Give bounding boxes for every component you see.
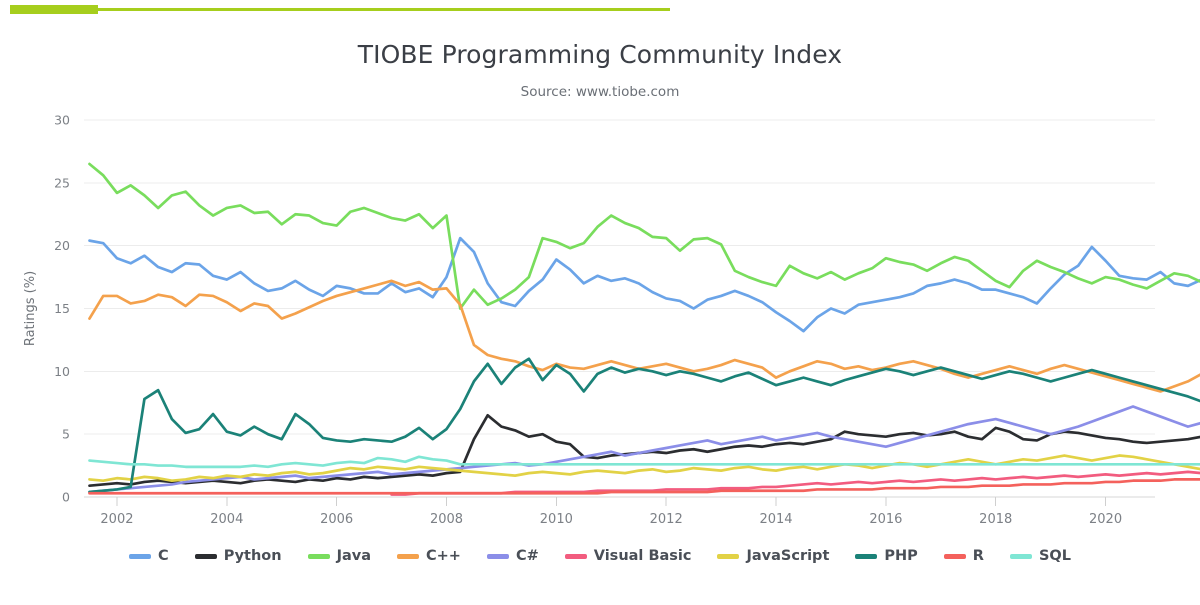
y-tick-labels-group: 0 5 10 15 20 25 30: [54, 113, 70, 505]
legend-item-label: SQL: [1038, 548, 1071, 564]
x-tick-label: 2008: [430, 512, 463, 527]
series-line-java: [88, 162, 1200, 310]
x-tick-labels-group: 2002 2004 2006 2008 2010 2012 2014 2016 2018 2020: [100, 512, 1122, 527]
x-tick-label: 2014: [759, 512, 792, 527]
series-line-r: [88, 478, 1200, 495]
x-tick-label: 2016: [869, 512, 902, 527]
legend-swatch-icon: [943, 553, 966, 559]
legend-item-label: Java: [336, 548, 371, 564]
y-axis-title: Ratings (%): [23, 271, 38, 346]
legend-item-c[interactable]: C: [129, 548, 169, 564]
x-tick-label: 2018: [979, 512, 1012, 527]
legend-item-sql[interactable]: SQL: [1009, 548, 1071, 564]
series-line-sql: [88, 455, 1200, 469]
legend-item-label: Visual Basic: [593, 548, 692, 564]
x-tick-label: 2004: [210, 512, 243, 527]
top-accent-rule: [0, 0, 1200, 22]
x-tick-label: 2002: [100, 512, 133, 527]
legend-swatch-icon: [564, 553, 587, 559]
y-tick-label: 25: [54, 175, 70, 190]
chart-source-subtitle: Source: www.tiobe.com: [520, 84, 680, 100]
legend-item-label: R: [972, 548, 984, 564]
y-axis-title-group: Ratings (%): [23, 271, 38, 346]
legend-item-c-[interactable]: C#: [486, 548, 539, 564]
x-tick-label: 2006: [320, 512, 353, 527]
legend-item-java[interactable]: Java: [307, 548, 371, 564]
y-tick-label: 20: [54, 238, 70, 253]
legend-item-label: JavaScript: [746, 548, 830, 564]
legend-swatch-icon: [397, 553, 419, 559]
series-line-visual-basic: [390, 470, 1200, 496]
legend-item-visual-basic[interactable]: Visual Basic: [564, 548, 692, 564]
accent-thick-line: [10, 5, 98, 14]
legend-item-r[interactable]: R: [943, 548, 984, 564]
accent-thin-line: [10, 8, 670, 11]
legend-swatch-icon: [486, 553, 509, 559]
chart-legend: C Python Java C++ C# Visual Basic JavaScript PH…: [0, 548, 1200, 564]
y-tick-label: 30: [54, 113, 70, 128]
legend-item-label: C: [158, 548, 169, 564]
legend-item-python[interactable]: Python: [194, 548, 282, 564]
series-line-c: [88, 236, 1200, 333]
series-line-php: [88, 357, 1200, 494]
series-lines-group: [88, 162, 1200, 496]
legend-swatch-icon: [1009, 553, 1032, 559]
series-line-c-: [88, 279, 1200, 393]
series-line-c-: [88, 405, 1200, 494]
y-tick-label: 0: [62, 490, 70, 505]
axes-group: [84, 496, 1155, 506]
series-line-python: [88, 413, 1200, 488]
page-title: TIOBE Programming Community Index: [357, 40, 843, 69]
x-tick-label: 2020: [1089, 512, 1122, 527]
series-line-javascript: [88, 454, 1200, 483]
legend-item-label: C#: [515, 548, 539, 564]
y-tick-label: 15: [54, 301, 70, 316]
legend-swatch-icon: [194, 553, 217, 559]
legend-item-label: Python: [223, 548, 282, 564]
legend-item-javascript[interactable]: JavaScript: [717, 548, 829, 564]
legend-item-label: C++: [426, 548, 461, 564]
legend-swatch-icon: [129, 553, 152, 559]
legend-swatch-icon: [855, 553, 878, 559]
legend-swatch-icon: [717, 553, 740, 559]
legend-item-label: PHP: [884, 548, 918, 564]
legend-item-c-[interactable]: C++: [397, 548, 461, 564]
y-tick-label: 5: [62, 427, 70, 442]
x-tick-label: 2012: [650, 512, 683, 527]
legend-swatch-icon: [307, 553, 330, 559]
y-tick-label: 10: [54, 364, 70, 379]
legend-item-php[interactable]: PHP: [855, 548, 918, 564]
x-tick-label: 2010: [540, 512, 573, 527]
